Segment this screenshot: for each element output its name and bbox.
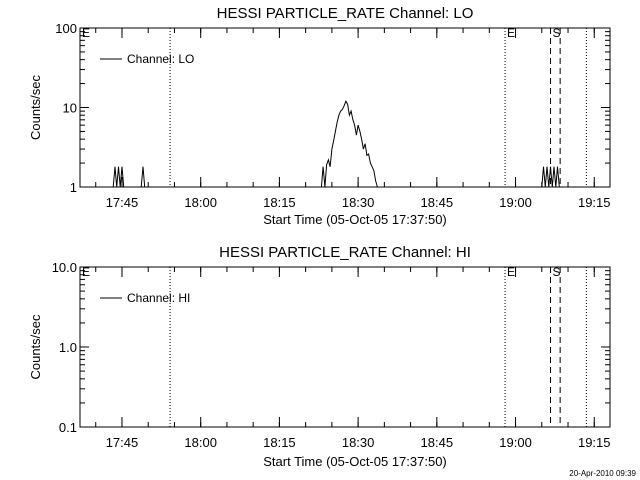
- x-tick-label: 18:00: [184, 435, 217, 450]
- x-tick-label: 19:00: [499, 435, 532, 450]
- event-label: S: [553, 265, 561, 279]
- y-axis-label: Counts/sec: [28, 74, 43, 140]
- x-tick-label: 18:45: [421, 435, 454, 450]
- y-tick-label: 0.1: [59, 420, 77, 435]
- chart-panel-2: HESSI PARTICLE_RATE Channel: HI 0.1 1.0 10.…: [28, 244, 611, 469]
- series-line: [112, 100, 560, 188]
- x-tick-label: 17:45: [106, 435, 139, 450]
- x-tick-label: 18:45: [421, 195, 454, 210]
- chart-title: HESSI PARTICLE_RATE Channel: LO: [217, 5, 474, 22]
- x-tick-label: 18:15: [263, 435, 296, 450]
- event-label: S: [553, 26, 561, 40]
- x-tick-label: 19:00: [499, 195, 532, 210]
- x-tick-label: 18:30: [342, 435, 375, 450]
- x-axis-label: Start Time (05-Oct-05 17:37:50): [263, 454, 447, 469]
- y-tick-label: 1.0: [59, 340, 77, 355]
- chart-panel-1: HESSI PARTICLE_RATE Channel: LO 1 10 100 17:…: [28, 5, 611, 227]
- x-tick-label: 19:15: [578, 435, 611, 450]
- x-tick-label: 18:00: [184, 195, 217, 210]
- footer-timestamp: 20-Apr-2010 09:39: [569, 469, 636, 478]
- y-tick-label: 100: [55, 21, 77, 36]
- chart-title: HESSI PARTICLE_RATE Channel: HI: [219, 244, 471, 261]
- x-tick-label: 18:15: [263, 195, 296, 210]
- x-tick-label: 17:45: [106, 195, 139, 210]
- event-label: E: [507, 265, 515, 279]
- event-label: E: [507, 26, 515, 40]
- y-tick-label: 10: [63, 101, 77, 116]
- y-tick-label: 10.0: [52, 260, 77, 275]
- x-tick-label: 19:15: [578, 195, 611, 210]
- corner-event-label: E: [82, 265, 90, 279]
- y-tick-label: 1: [70, 180, 77, 195]
- corner-event-label: E: [82, 26, 90, 40]
- x-tick-label: 18:30: [342, 195, 375, 210]
- legend-label: Channel: HI: [127, 291, 190, 305]
- x-axis-label: Start Time (05-Oct-05 17:37:50): [263, 212, 447, 227]
- y-axis-label: Counts/sec: [28, 314, 43, 380]
- legend-label: Channel: LO: [127, 52, 194, 66]
